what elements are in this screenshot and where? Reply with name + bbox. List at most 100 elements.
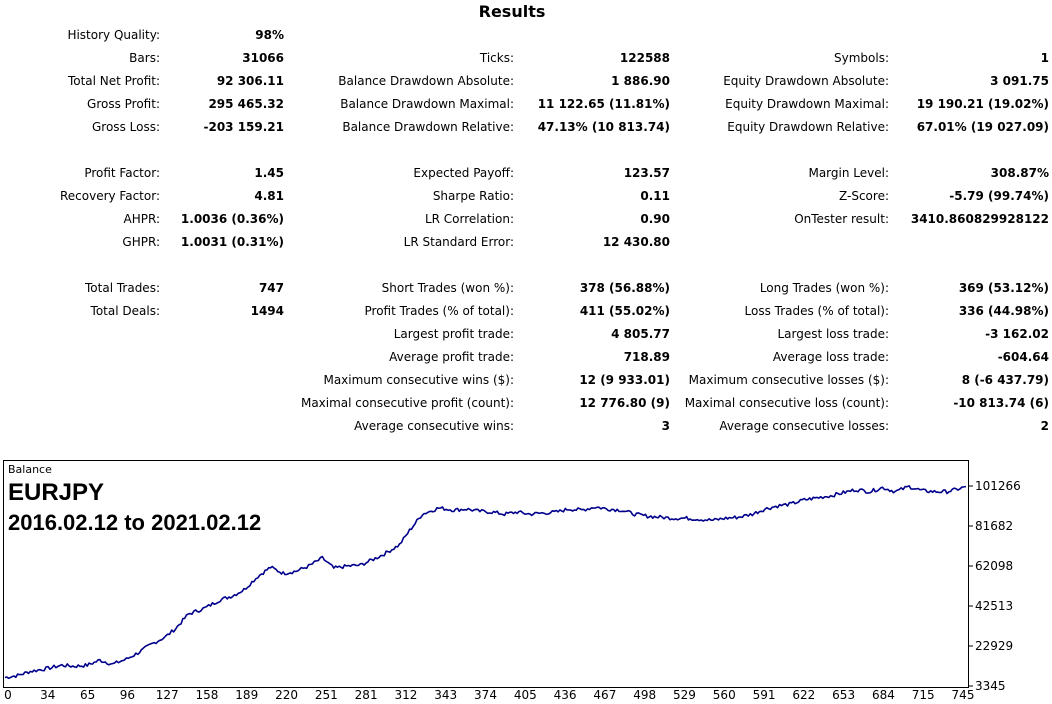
col3-value-1: 3 091.75 bbox=[990, 74, 1049, 88]
col3-label-2: Equity Drawdown Maximal: bbox=[725, 97, 889, 111]
x-tick-label-5: 158 bbox=[196, 688, 219, 702]
x-tick-label-23: 715 bbox=[912, 688, 935, 702]
col3-label-13: Average consecutive losses: bbox=[719, 419, 889, 433]
x-tick-label-0: 0 bbox=[4, 688, 12, 702]
col2-value-12: 12 (9 933.01) bbox=[579, 373, 670, 387]
chart-symbol: EURJPY bbox=[8, 479, 105, 506]
col1-value-2: 92 306.11 bbox=[216, 74, 284, 88]
balance-series-line bbox=[4, 484, 967, 680]
col3-value-10: -604.64 bbox=[997, 350, 1049, 364]
col1-value-7: 1.0036 (0.36%) bbox=[180, 212, 284, 226]
col3-value-13: 2 bbox=[1040, 419, 1049, 433]
chart-period: 2016.02.12 to 2021.02.12 bbox=[8, 510, 262, 535]
col3-value-0: 1 bbox=[1040, 51, 1049, 65]
col2-value-11: 718.89 bbox=[623, 350, 670, 364]
x-tick-label-6: 189 bbox=[235, 688, 258, 702]
x-tick-label-11: 343 bbox=[434, 688, 457, 702]
col2-label-6: LR Correlation: bbox=[424, 212, 514, 226]
col2-value-4: 123.57 bbox=[623, 166, 670, 180]
col3-label-9: Largest loss trade: bbox=[777, 327, 889, 341]
y-tick-label-4: 22929 bbox=[975, 639, 1013, 653]
col3-value-3: 67.01% (19 027.09) bbox=[916, 120, 1049, 134]
col1-label-9: Total Trades: bbox=[85, 281, 160, 295]
col3-label-3: Equity Drawdown Relative: bbox=[727, 120, 889, 134]
col3-label-12: Maximal consecutive loss (count): bbox=[684, 396, 889, 410]
y-tick-label-1: 81682 bbox=[975, 519, 1013, 533]
col2-label-8: Short Trades (won %): bbox=[381, 281, 514, 295]
y-tick-label-2: 62098 bbox=[975, 559, 1013, 573]
x-tick-label-19: 591 bbox=[753, 688, 776, 702]
col1-value-1: 31066 bbox=[242, 51, 284, 65]
col1-label-4: Gross Loss: bbox=[92, 120, 160, 134]
col3-value-8: 336 (44.98%) bbox=[958, 304, 1049, 318]
col3-value-6: 3410.860829928122 bbox=[910, 212, 1049, 226]
col1-value-4: -203 159.21 bbox=[203, 120, 284, 134]
col2-label-11: Average profit trade: bbox=[389, 350, 514, 364]
x-tick-label-8: 251 bbox=[315, 688, 338, 702]
col2-label-12: Maximum consecutive wins ($): bbox=[323, 373, 514, 387]
x-tick-label-2: 65 bbox=[80, 688, 95, 702]
x-tick-label-17: 529 bbox=[673, 688, 696, 702]
col1-value-9: 747 bbox=[258, 281, 284, 295]
col1-label-8: GHPR: bbox=[122, 235, 160, 249]
col1-label-5: Profit Factor: bbox=[84, 166, 160, 180]
col2-label-10: Largest profit trade: bbox=[393, 327, 514, 341]
x-tick-label-10: 312 bbox=[394, 688, 417, 702]
col3-label-1: Equity Drawdown Absolute: bbox=[723, 74, 889, 88]
col2-label-2: Balance Drawdown Maximal: bbox=[340, 97, 514, 111]
col2-label-5: Sharpe Ratio: bbox=[432, 189, 514, 203]
col1-value-0: 98% bbox=[255, 28, 284, 42]
col2-value-6: 0.90 bbox=[640, 212, 670, 226]
y-tick-label-0: 101266 bbox=[975, 479, 1021, 493]
col2-value-1: 1 886.90 bbox=[611, 74, 670, 88]
x-tick-label-14: 436 bbox=[554, 688, 577, 702]
col3-value-7: 369 (53.12%) bbox=[958, 281, 1049, 295]
col1-label-2: Total Net Profit: bbox=[67, 74, 160, 88]
x-tick-label-9: 281 bbox=[355, 688, 378, 702]
x-tick-label-3: 96 bbox=[120, 688, 135, 702]
col2-value-10: 4 805.77 bbox=[611, 327, 670, 341]
col2-label-4: Expected Payoff: bbox=[413, 166, 514, 180]
col1-label-6: Recovery Factor: bbox=[59, 189, 160, 203]
col3-value-2: 19 190.21 (19.02%) bbox=[916, 97, 1049, 111]
col1-label-10: Total Deals: bbox=[90, 304, 160, 318]
col3-label-8: Loss Trades (% of total): bbox=[744, 304, 890, 318]
x-tick-label-16: 498 bbox=[633, 688, 656, 702]
col2-value-14: 3 bbox=[661, 419, 670, 433]
x-tick-label-1: 34 bbox=[40, 688, 55, 702]
col3-label-5: Z-Score: bbox=[839, 189, 889, 203]
col3-label-6: OnTester result: bbox=[794, 212, 889, 226]
x-tick-label-22: 684 bbox=[872, 688, 895, 702]
col2-value-7: 12 430.80 bbox=[602, 235, 670, 249]
col2-label-7: LR Standard Error: bbox=[403, 235, 514, 249]
col3-value-11: 8 (-6 437.79) bbox=[961, 373, 1049, 387]
x-tick-label-20: 622 bbox=[792, 688, 815, 702]
col3-label-0: Symbols: bbox=[834, 51, 889, 65]
col2-label-9: Profit Trades (% of total): bbox=[364, 304, 514, 318]
col3-value-9: -3 162.02 bbox=[985, 327, 1049, 341]
x-tick-label-12: 374 bbox=[474, 688, 497, 702]
col3-value-5: -5.79 (99.74%) bbox=[949, 189, 1049, 203]
results-title: Results bbox=[478, 2, 546, 21]
col3-label-10: Average loss trade: bbox=[772, 350, 889, 364]
col3-label-11: Maximum consecutive losses ($): bbox=[688, 373, 889, 387]
col3-value-12: -10 813.74 (6) bbox=[953, 396, 1049, 410]
col2-value-5: 0.11 bbox=[640, 189, 670, 203]
col2-label-13: Maximal consecutive profit (count): bbox=[300, 396, 514, 410]
col1-label-3: Gross Profit: bbox=[87, 97, 160, 111]
col3-label-7: Long Trades (won %): bbox=[759, 281, 889, 295]
x-tick-label-18: 560 bbox=[713, 688, 736, 702]
col1-value-10: 1494 bbox=[250, 304, 284, 318]
chart-tag-label: Balance bbox=[8, 463, 52, 476]
col2-label-1: Balance Drawdown Absolute: bbox=[338, 74, 514, 88]
col2-value-9: 411 (55.02%) bbox=[579, 304, 670, 318]
col2-label-0: Ticks: bbox=[479, 51, 514, 65]
x-tick-label-24: 745 bbox=[952, 688, 975, 702]
col1-value-6: 4.81 bbox=[254, 189, 284, 203]
col2-value-8: 378 (56.88%) bbox=[579, 281, 670, 295]
balance-chart-frame bbox=[3, 460, 969, 688]
y-tick-label-3: 42513 bbox=[975, 599, 1013, 613]
x-tick-label-15: 467 bbox=[593, 688, 616, 702]
col2-value-0: 122588 bbox=[619, 51, 670, 65]
